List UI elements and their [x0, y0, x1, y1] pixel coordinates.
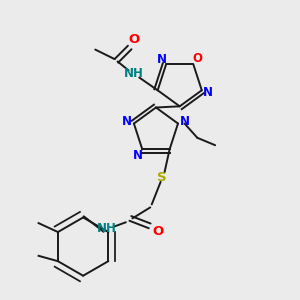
Text: NH: NH — [124, 68, 144, 80]
Text: O: O — [153, 225, 164, 238]
Text: N: N — [133, 149, 143, 162]
Text: O: O — [128, 33, 140, 46]
Text: N: N — [157, 52, 167, 66]
Text: S: S — [157, 171, 167, 184]
Text: N: N — [122, 115, 132, 128]
Text: N: N — [203, 86, 213, 99]
Text: NH: NH — [97, 222, 117, 235]
Text: N: N — [180, 115, 190, 128]
Text: O: O — [193, 52, 203, 65]
